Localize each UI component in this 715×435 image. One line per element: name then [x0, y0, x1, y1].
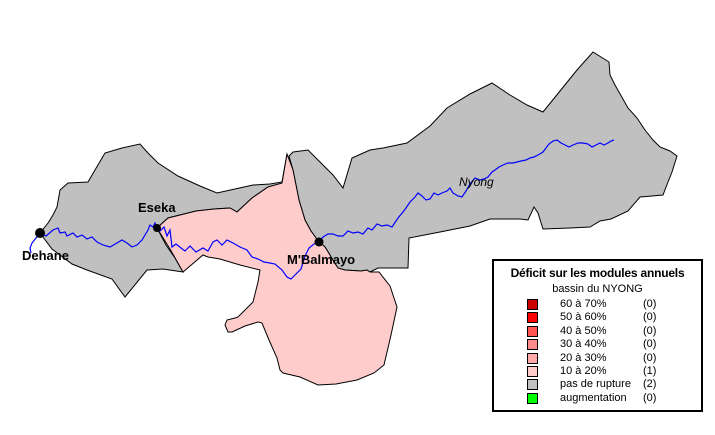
legend-item-label: 40 à 50% — [560, 324, 607, 337]
legend-item-count: (0) — [643, 311, 657, 324]
station-dot-mbalmayo — [314, 237, 324, 247]
river-name-label: Nyong — [459, 175, 494, 189]
legend-item-label: 10 à 20% — [560, 364, 607, 377]
legend-item-label: 50 à 60% — [560, 311, 607, 324]
legend-item-label: pas de rupture — [560, 378, 631, 391]
legend-subtitle: bassin du NYONG — [552, 283, 643, 295]
legend-row: 10 à 20% (1) — [494, 365, 701, 378]
legend-item-count: (0) — [643, 338, 657, 351]
zone-eseka-deficit-10-20 — [156, 152, 398, 386]
legend-item-count: (2) — [643, 378, 657, 391]
legend-swatch — [527, 312, 538, 324]
legend-item-label: augmentation — [560, 391, 627, 404]
legend-swatch — [527, 352, 538, 364]
legend-row: pas de rupture (2) — [494, 378, 701, 391]
nyong-river-path-1 — [39, 139, 615, 280]
legend-box: Déficit sur les modules annuels bassin d… — [492, 259, 703, 412]
legend-item-label: 30 à 40% — [560, 338, 607, 351]
station-label-dehane: Dehane — [22, 248, 69, 263]
legend-swatch — [527, 365, 538, 377]
legend-swatch — [527, 379, 538, 391]
legend-row: 40 à 50% (0) — [494, 325, 701, 338]
legend-row: 20 à 30% (0) — [494, 352, 701, 365]
legend-swatch — [527, 299, 538, 310]
station-label-mbalmayo: M'Balmayo — [287, 252, 356, 267]
legend-item-count: (0) — [643, 324, 657, 337]
legend-item-count: (0) — [643, 351, 657, 364]
legend-items: 60 à 70% (0) 50 à 60% (0) 40 à 50% (0) 30 à 40… — [494, 298, 701, 405]
legend-title: Déficit sur les modules annuels — [510, 266, 685, 280]
station-label-eseka: Eseka — [138, 200, 176, 215]
legend-swatch — [527, 392, 538, 404]
legend-item-label: 60 à 70% — [560, 298, 607, 310]
legend-swatch — [527, 339, 538, 351]
legend-item-label: 20 à 30% — [560, 351, 607, 364]
legend-item-count: (1) — [643, 364, 657, 377]
legend-row: 30 à 40% (0) — [494, 338, 701, 351]
legend-row: 60 à 70% (0) — [494, 298, 701, 311]
legend-row: augmentation (0) — [494, 392, 701, 405]
legend-item-count: (0) — [643, 391, 657, 404]
legend-row: 50 à 60% (0) — [494, 311, 701, 324]
legend-swatch — [527, 325, 538, 337]
station-dot-dehane — [35, 228, 45, 238]
zone-mbalmayo-amont-pas-de-rupture — [288, 51, 678, 273]
legend-item-count: (0) — [643, 298, 657, 310]
station-dot-eseka — [153, 224, 161, 232]
